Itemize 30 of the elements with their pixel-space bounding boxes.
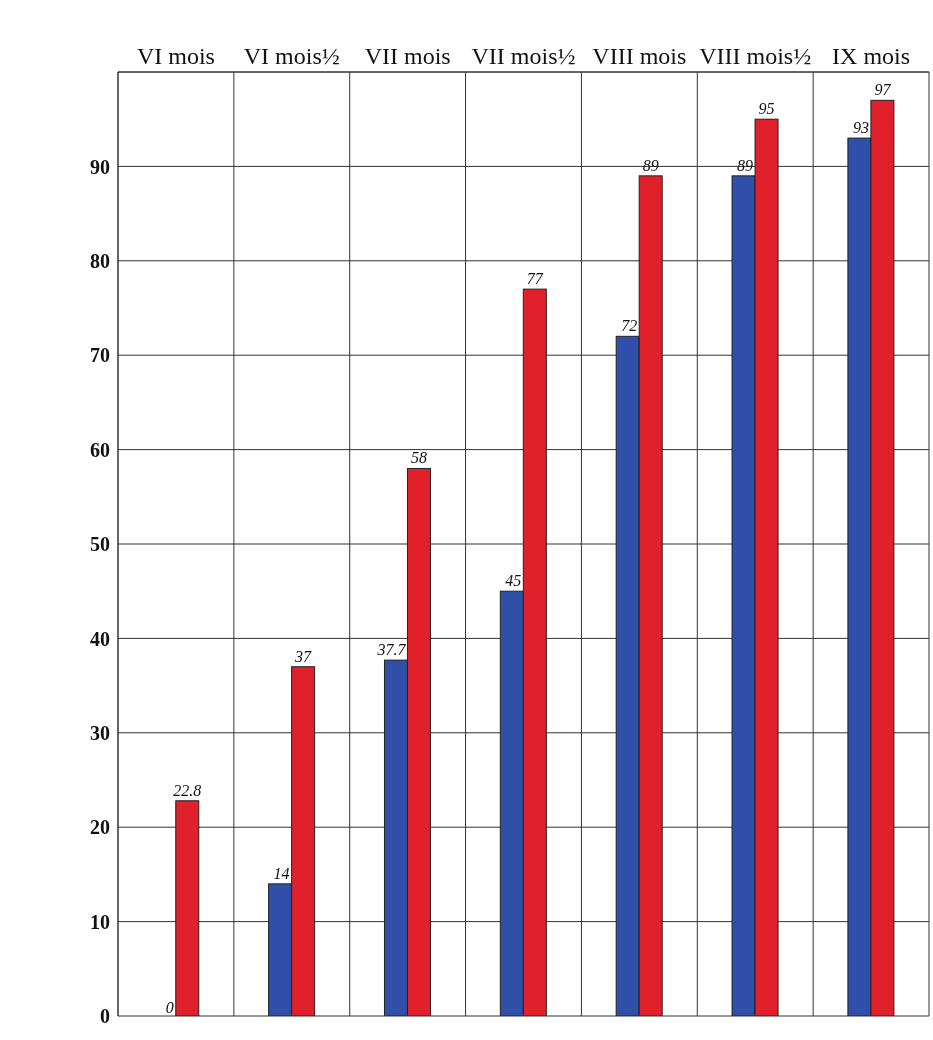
data-label: 95 <box>758 100 775 118</box>
x-tick-label: VI mois <box>136 43 215 69</box>
data-label: 45 <box>505 572 522 590</box>
data-label: 22.8 <box>173 781 202 799</box>
data-label: 77 <box>526 270 544 288</box>
data-label: 58 <box>410 449 427 467</box>
data-label: 37 <box>294 647 313 665</box>
x-tick-label: VI mois½ <box>243 43 340 69</box>
data-label: 97 <box>874 81 892 99</box>
data-label: 14 <box>273 864 290 882</box>
y-tick-label: 60 <box>90 438 110 461</box>
x-tick-label: VIII mois½ <box>699 43 812 69</box>
y-tick-label: 70 <box>90 344 110 367</box>
y-tick-label: 20 <box>90 816 110 839</box>
data-label: 72 <box>621 317 638 335</box>
y-tick-label: 30 <box>90 721 110 744</box>
data-label: 37.7 <box>376 641 407 659</box>
x-tick-label: VIII mois <box>592 43 687 69</box>
x-tick-label: IX mois <box>832 43 911 69</box>
data-label: 0 <box>165 999 174 1016</box>
bar <box>175 800 200 1016</box>
y-tick-label: 80 <box>90 249 110 272</box>
y-tick-label: 90 <box>90 155 110 178</box>
data-label: 93 <box>852 119 869 137</box>
y-tick-label: 40 <box>90 627 110 650</box>
x-tick-label: VII mois½ <box>471 43 576 69</box>
x-tick-label: VII mois <box>364 43 451 69</box>
y-tick-label: 50 <box>90 533 110 556</box>
y-tick-label: 10 <box>90 910 110 933</box>
y-tick-label: 0 <box>100 1005 110 1028</box>
